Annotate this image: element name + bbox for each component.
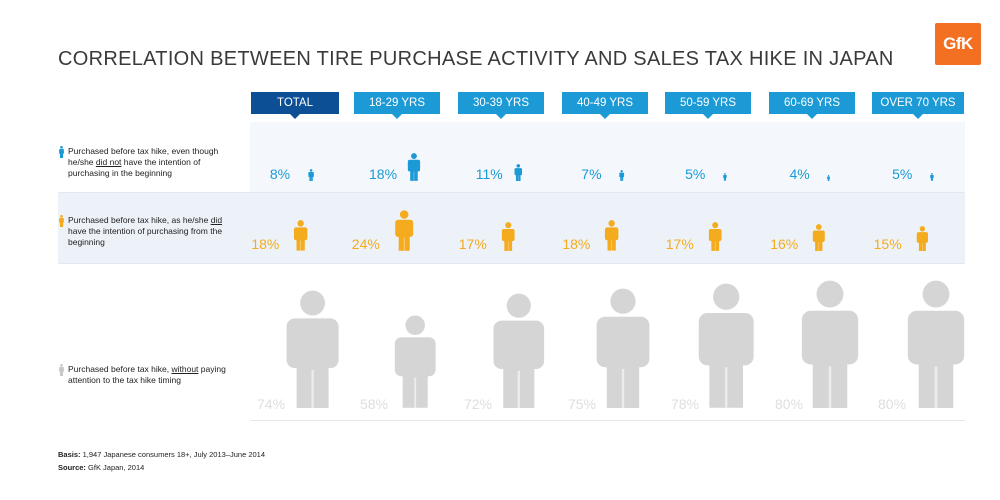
percent-label-did-not: 5% <box>685 166 706 182</box>
percent-label-without: 78% <box>671 396 700 412</box>
person-without-icon <box>596 288 650 408</box>
person-did-not-icon <box>407 153 421 181</box>
person-gray-icon <box>58 364 65 379</box>
percent-label-did-not: 4% <box>789 166 810 182</box>
person-did-icon <box>501 222 515 251</box>
person-did-not-icon <box>827 174 831 181</box>
person-did-not-icon <box>514 164 522 181</box>
percent-label-did: 15% <box>873 236 902 252</box>
percent-label-without: 75% <box>568 396 597 412</box>
person-did-icon <box>708 222 722 251</box>
percent-label-did: 16% <box>770 236 799 252</box>
person-without-icon <box>286 290 340 408</box>
footnote-source: Source: GfK Japan, 2014 <box>58 463 145 472</box>
person-did-icon <box>605 220 619 251</box>
person-did-icon <box>395 210 413 251</box>
person-did-icon <box>916 225 928 251</box>
column-header: 18-29 YRS <box>354 92 440 119</box>
column-header: 40-49 YRS <box>562 92 648 119</box>
person-did-not-icon <box>308 168 314 181</box>
person-did-not-icon <box>930 173 934 181</box>
percent-label-without: 74% <box>257 396 286 412</box>
row-divider <box>250 420 965 421</box>
percent-label-did: 17% <box>665 236 694 252</box>
percent-label-without: 80% <box>878 396 907 412</box>
gfk-logo: GfK <box>935 23 981 65</box>
column-header: 30-39 YRS <box>458 92 544 119</box>
person-without-icon <box>801 280 859 408</box>
person-without-icon <box>907 280 965 408</box>
percent-label-without: 72% <box>464 396 493 412</box>
footnote-basis: Basis: 1,947 Japanese consumers 18+, Jul… <box>58 450 266 459</box>
percent-label-did-not: 7% <box>581 166 602 182</box>
column-header: 60-69 YRS <box>769 92 855 119</box>
person-did-not-icon <box>619 170 625 181</box>
row-divider <box>58 192 965 193</box>
percent-label-did-not: 11% <box>475 166 503 182</box>
person-without-icon <box>698 283 754 408</box>
percent-label-did-not: 8% <box>269 166 291 182</box>
row-band-did-not <box>250 122 965 192</box>
row-divider <box>58 263 965 264</box>
person-blue-icon <box>58 146 65 161</box>
row-label-did-not: Purchased before tax hike, even though h… <box>58 146 238 179</box>
person-did-icon <box>813 223 825 251</box>
column-header: 50-59 YRS <box>665 92 751 119</box>
person-orange-icon <box>58 215 65 230</box>
column-header: OVER 70 YRS <box>872 92 964 119</box>
person-did-icon <box>294 220 308 251</box>
percent-label-did: 18% <box>562 236 591 252</box>
row-band-did <box>58 193 965 263</box>
person-without-icon <box>394 315 436 408</box>
person-did-not-icon <box>723 173 727 181</box>
row-label-did: Purchased before tax hike, as he/she did… <box>58 215 238 248</box>
percent-label-without: 58% <box>360 396 389 412</box>
percent-label-did-not: 18% <box>369 166 398 182</box>
percent-label-did-not: 5% <box>892 166 913 182</box>
row-label-without: Purchased before tax hike, without payin… <box>58 364 238 386</box>
percent-label-did: 17% <box>458 236 487 252</box>
percent-label-did: 24% <box>351 236 380 252</box>
percent-label-without: 80% <box>775 396 804 412</box>
person-without-icon <box>493 293 545 408</box>
percent-label-did: 18% <box>251 236 280 252</box>
page-title: CORRELATION BETWEEN TIRE PURCHASE ACTIVI… <box>58 48 894 70</box>
column-header: TOTAL <box>251 92 339 119</box>
